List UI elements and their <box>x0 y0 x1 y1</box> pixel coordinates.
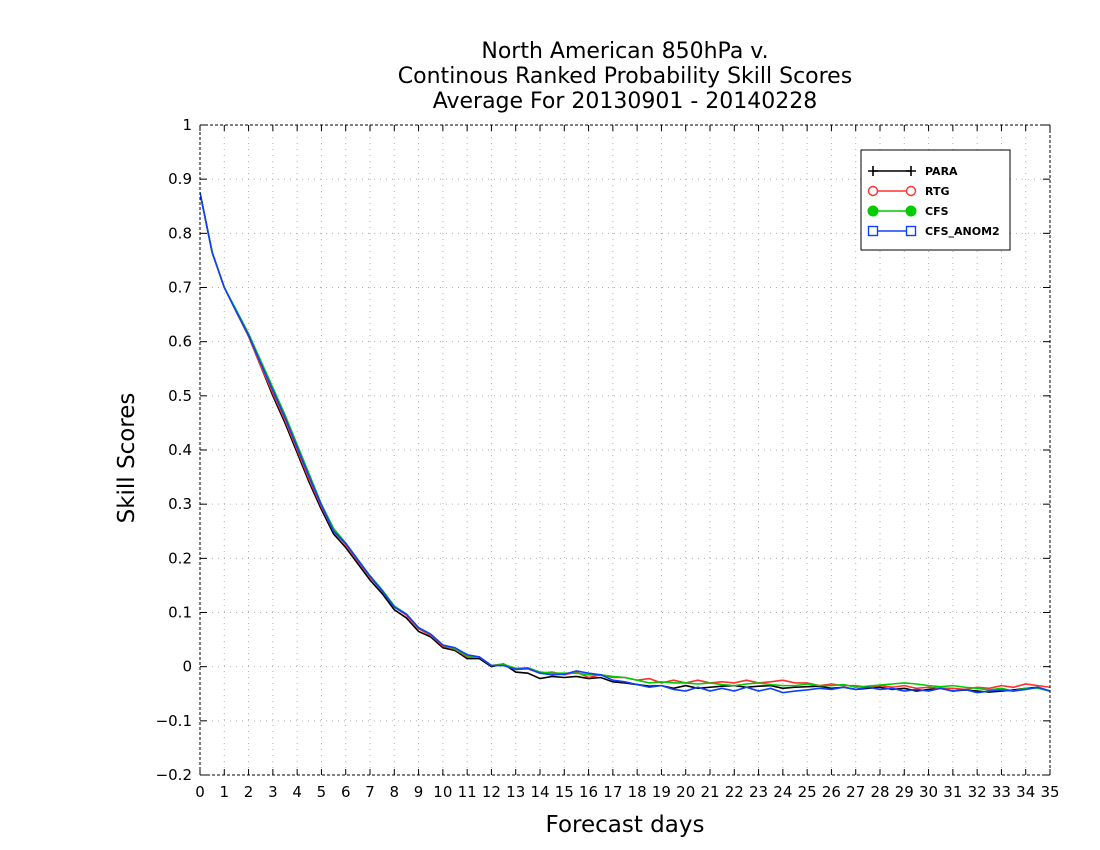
y-tick-label: −0.1 <box>156 712 192 730</box>
y-tick-label: 0.2 <box>168 549 192 567</box>
legend-marker-rtg <box>905 185 917 197</box>
x-tick-label: 3 <box>268 783 278 801</box>
legend-marker-cfs <box>867 205 879 217</box>
chart-title-line-2: Continous Ranked Probability Skill Score… <box>398 64 852 89</box>
x-tick-label: 13 <box>506 783 525 801</box>
legend: PARA RTG CFS CFS_ANOM2 <box>860 149 1011 251</box>
x-tick-label: 29 <box>895 783 914 801</box>
legend-label-rtg: RTG <box>925 185 950 198</box>
x-tick-label: 12 <box>482 783 501 801</box>
y-tick-label: 0.5 <box>168 387 192 405</box>
x-tick-label: 15 <box>555 783 574 801</box>
x-tick-label: 33 <box>992 783 1011 801</box>
x-tick-label: 4 <box>292 783 302 801</box>
y-tick-label: 0.9 <box>168 170 192 188</box>
x-tick-label: 25 <box>798 783 817 801</box>
x-tick-label: 27 <box>846 783 865 801</box>
y-axis-label: Skill Scores <box>114 393 140 524</box>
x-tick-label: 7 <box>365 783 375 801</box>
x-tick-label: 19 <box>652 783 671 801</box>
x-tick-label: 23 <box>749 783 768 801</box>
x-tick-label: 5 <box>317 783 327 801</box>
y-tick-label: −0.2 <box>156 766 192 784</box>
chart-title-line-1: North American 850hPa v. <box>481 39 768 64</box>
series-line-para <box>200 192 1050 693</box>
y-tick-label: 0.8 <box>168 224 192 242</box>
y-tick-label: 0.6 <box>168 333 192 351</box>
legend-marker-para <box>868 166 878 176</box>
y-tick-label: 0.3 <box>168 495 192 513</box>
x-tick-label: 11 <box>458 783 477 801</box>
x-tick-label: 26 <box>822 783 841 801</box>
x-tick-label: 32 <box>968 783 987 801</box>
x-tick-label: 18 <box>628 783 647 801</box>
x-tick-label: 20 <box>676 783 695 801</box>
legend-marker-cfs-anom2 <box>867 225 879 237</box>
series-line-cfs-anom2 <box>200 192 1050 694</box>
x-tick-label: 24 <box>773 783 792 801</box>
y-tick-label: 0.1 <box>168 604 192 622</box>
series-line-cfs <box>200 192 1050 692</box>
chart-title-line-3: Average For 20130901 - 20140228 <box>433 89 818 114</box>
x-tick-label: 2 <box>244 783 254 801</box>
x-axis-label: Forecast days <box>546 812 705 838</box>
x-tick-label: 34 <box>1016 783 1035 801</box>
x-tick-label: 28 <box>870 783 889 801</box>
x-tick-label: 1 <box>220 783 230 801</box>
x-tick-label: 8 <box>390 783 400 801</box>
y-axis-ticks: −0.2 −0.1 0 0.1 0.2 0.3 0.4 0.5 0.6 0.7 0.8 0.9 1 <box>156 116 1050 784</box>
legend-label-cfs-anom2: CFS_ANOM2 <box>925 225 1000 238</box>
legend-marker-cfs-anom2 <box>905 225 917 237</box>
x-tick-label: 22 <box>725 783 744 801</box>
legend-marker-cfs <box>905 205 917 217</box>
x-tick-label: 6 <box>341 783 351 801</box>
x-tick-label: 31 <box>943 783 962 801</box>
series-line-rtg <box>200 192 1050 691</box>
x-axis-ticks: 0 1 2 3 4 5 6 7 8 9 10 11 12 13 14 15 16 17 18 19 20 21 22 23 24… <box>195 125 1060 801</box>
x-tick-label: 10 <box>433 783 452 801</box>
x-tick-label: 16 <box>579 783 598 801</box>
legend-label-cfs: CFS <box>925 205 949 218</box>
x-tick-label: 30 <box>919 783 938 801</box>
x-tick-label: 0 <box>195 783 205 801</box>
legend-marker-rtg <box>867 185 879 197</box>
legend-label-para: PARA <box>925 165 958 178</box>
y-tick-label: 0.7 <box>168 279 192 297</box>
legend-box <box>860 149 1011 251</box>
x-tick-label: 17 <box>603 783 622 801</box>
x-tick-label: 9 <box>414 783 424 801</box>
x-tick-label: 35 <box>1040 783 1059 801</box>
y-tick-label: 0 <box>182 658 192 676</box>
y-tick-label: 1 <box>182 116 192 134</box>
x-tick-label: 14 <box>530 783 549 801</box>
x-tick-label: 21 <box>700 783 719 801</box>
y-tick-label: 0.4 <box>168 441 192 459</box>
legend-marker-para <box>906 166 916 176</box>
